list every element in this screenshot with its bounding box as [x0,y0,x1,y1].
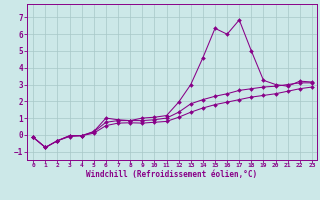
X-axis label: Windchill (Refroidissement éolien,°C): Windchill (Refroidissement éolien,°C) [86,170,258,179]
